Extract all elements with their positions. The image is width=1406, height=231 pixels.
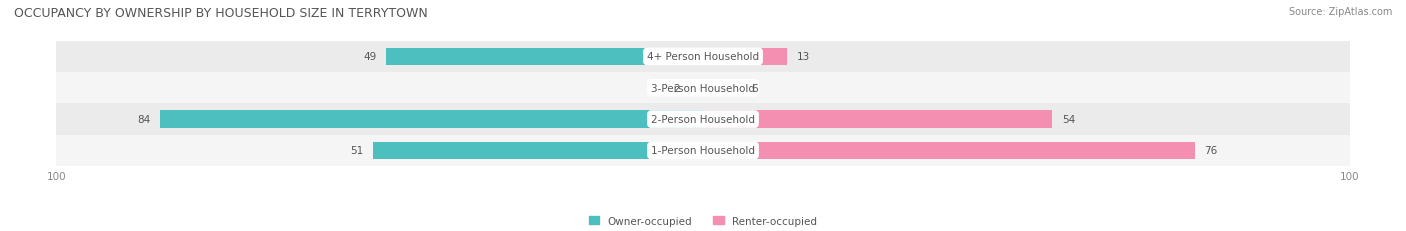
Legend: Owner-occupied, Renter-occupied: Owner-occupied, Renter-occupied: [585, 212, 821, 230]
Text: 54: 54: [1062, 115, 1076, 125]
Bar: [703, 80, 742, 97]
Bar: [56, 42, 1350, 73]
Bar: [56, 73, 1350, 104]
Bar: [56, 104, 1350, 135]
Bar: [373, 142, 703, 159]
Text: 76: 76: [1204, 146, 1218, 156]
Text: Source: ZipAtlas.com: Source: ZipAtlas.com: [1288, 7, 1392, 17]
Text: 49: 49: [363, 52, 377, 62]
Bar: [703, 49, 787, 66]
Text: OCCUPANCY BY OWNERSHIP BY HOUSEHOLD SIZE IN TERRYTOWN: OCCUPANCY BY OWNERSHIP BY HOUSEHOLD SIZE…: [14, 7, 427, 20]
Text: 3-Person Household: 3-Person Household: [651, 83, 755, 93]
Bar: [387, 49, 703, 66]
Text: 1-Person Household: 1-Person Household: [651, 146, 755, 156]
Bar: [703, 142, 1195, 159]
Bar: [56, 135, 1350, 166]
Text: 13: 13: [797, 52, 810, 62]
Text: 84: 84: [136, 115, 150, 125]
Bar: [703, 111, 1052, 128]
Text: 6: 6: [751, 83, 758, 93]
Text: 4+ Person Household: 4+ Person Household: [647, 52, 759, 62]
Text: 2: 2: [673, 83, 681, 93]
Text: 2-Person Household: 2-Person Household: [651, 115, 755, 125]
Bar: [160, 111, 703, 128]
Bar: [690, 80, 703, 97]
Text: 51: 51: [350, 146, 363, 156]
